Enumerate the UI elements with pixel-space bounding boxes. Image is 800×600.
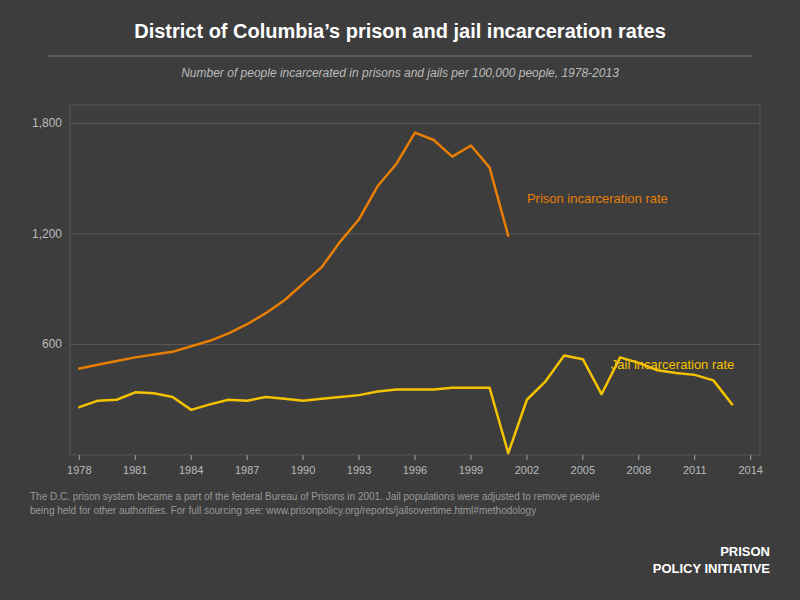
grid-line	[70, 123, 760, 124]
annotation: Prison incarceration rate	[527, 191, 668, 206]
chart: District of Columbia’s prison and jail i…	[0, 0, 800, 600]
y-tick-label: 1,800	[32, 116, 62, 130]
plot-frame	[70, 105, 760, 455]
x-axis: 1978 1981 1984 1987 1990 1993 1996 1999 2002 2005…	[67, 455, 763, 476]
x-tick	[694, 455, 695, 460]
series-line	[79, 133, 508, 369]
x-tick	[247, 455, 248, 460]
y-tick-label: 600	[42, 337, 62, 351]
page: {"chart_data": { "type": "line", "title"…	[0, 0, 800, 600]
x-tick	[191, 455, 192, 460]
x-tick-label: 2011	[683, 464, 707, 476]
x-tick-label: 2002	[515, 464, 539, 476]
x-tick-label: 1987	[235, 464, 259, 476]
x-tick	[750, 455, 751, 460]
credit-line: PRISON	[720, 544, 770, 559]
x-tick	[526, 455, 527, 460]
x-tick	[470, 455, 471, 460]
x-tick-label: 1978	[67, 464, 91, 476]
x-tick-label: 1981	[123, 464, 147, 476]
x-tick	[79, 455, 80, 460]
credit: PRISON POLICY INITIATIVE	[653, 544, 771, 576]
footnote-line: being held for other authorities. For fu…	[30, 505, 536, 516]
y-tick-label: 1,200	[32, 227, 62, 241]
x-tick	[415, 455, 416, 460]
x-tick	[582, 455, 583, 460]
x-tick	[303, 455, 304, 460]
x-tick-label: 2008	[627, 464, 651, 476]
title: District of Columbia’s prison and jail i…	[134, 20, 666, 42]
y-axis: 600 1,200 1,800	[32, 116, 760, 351]
footnote: The D.C. prison system became a part of …	[30, 491, 600, 516]
x-tick-label: 2005	[571, 464, 595, 476]
subtitle: Number of people incarcerated in prisons…	[181, 66, 619, 80]
grid-line	[70, 344, 760, 345]
x-tick-label: 1990	[291, 464, 315, 476]
x-tick-label: 1984	[179, 464, 203, 476]
footnote-line: The D.C. prison system became a part of …	[30, 491, 600, 502]
x-tick-label: 1999	[459, 464, 483, 476]
credit-line: POLICY INITIATIVE	[653, 561, 771, 576]
x-tick-label: 2014	[738, 464, 762, 476]
grid-line	[70, 233, 760, 234]
x-tick-label: 1996	[403, 464, 427, 476]
x-tick	[359, 455, 360, 460]
x-tick	[135, 455, 136, 460]
series-group	[79, 133, 732, 454]
separator	[48, 56, 752, 57]
x-tick-label: 1993	[347, 464, 371, 476]
x-tick	[638, 455, 639, 460]
annotation: Jail incarceration rate	[611, 357, 735, 372]
background	[0, 0, 800, 600]
